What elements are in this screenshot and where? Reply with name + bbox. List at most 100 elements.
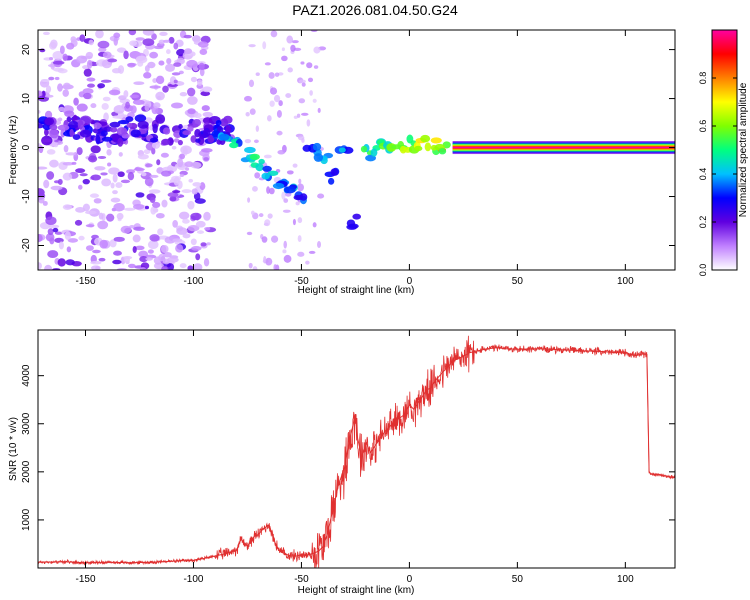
spectrogram-sparse-blob bbox=[264, 62, 271, 66]
spectrogram-noise-blob bbox=[143, 71, 152, 79]
spectrogram-noise-blob bbox=[149, 174, 159, 178]
spectrogram-noise-blob bbox=[187, 265, 194, 270]
spectrogram-noise-blob bbox=[49, 237, 55, 245]
spectrogram-noise-blob bbox=[133, 167, 145, 171]
spectrogram-noise-blob bbox=[110, 197, 121, 203]
spectrogram-noise-blob bbox=[101, 103, 109, 110]
spectrogram-noise-blob bbox=[113, 203, 125, 212]
spectrogram-trace-blob bbox=[338, 147, 346, 153]
spectrogram-noise-blob bbox=[116, 267, 128, 270]
spectrogram-noise-blob bbox=[144, 103, 150, 112]
spectrogram-noise-blob bbox=[151, 33, 157, 41]
spectrogram-noise-blob bbox=[145, 163, 153, 168]
spectrogram-band-blob bbox=[109, 121, 121, 128]
spectrogram-noise-blob bbox=[156, 159, 161, 166]
spectrogram-band-blob bbox=[44, 128, 49, 136]
spectrogram-band-blob bbox=[187, 126, 194, 132]
spectrogram-band-blob bbox=[69, 129, 74, 137]
spectrogram-band-blob bbox=[49, 124, 58, 131]
snr-y-label: SNR (10 * v/v) bbox=[8, 417, 19, 481]
colorbar-tick-label: 0.0 bbox=[698, 264, 708, 277]
spectrogram-noise-blob bbox=[147, 240, 159, 250]
spectrogram-band-blob bbox=[190, 135, 197, 143]
spectrogram-noise-blob bbox=[97, 83, 106, 89]
snr-frame bbox=[37, 329, 676, 569]
spectrogram-noise-blob bbox=[109, 239, 117, 248]
spectrogram-noise-blob bbox=[187, 96, 198, 105]
spectrogram-sparse-blob bbox=[269, 87, 278, 95]
spectrogram-noise-blob bbox=[132, 246, 137, 253]
spectrogram-sparse-blob bbox=[262, 41, 267, 50]
spectrogram-noise-blob bbox=[94, 166, 106, 171]
spectrogram-sparse-blob bbox=[312, 98, 317, 103]
spectrogram-sparse-blob bbox=[266, 115, 272, 122]
spectrogram-band-blob bbox=[137, 120, 149, 129]
snr-y-ticks: 1000 2000 3000 4000 bbox=[21, 364, 675, 531]
spectrogram-noise-blob bbox=[113, 32, 121, 39]
spectrogram-band-blob bbox=[66, 116, 72, 123]
spectrogram-noise-blob bbox=[113, 36, 119, 46]
spectrogram-sparse-blob bbox=[300, 61, 305, 65]
spectrogram-noise-blob bbox=[184, 48, 193, 55]
spectrogram-noise-blob bbox=[164, 236, 176, 244]
spectrogram-noise-blob bbox=[85, 224, 95, 228]
spectrogram-noise-blob bbox=[127, 171, 135, 181]
spectrogram-noise-blob bbox=[161, 199, 168, 208]
spectrogram-noise-blob bbox=[162, 251, 172, 258]
spectrogram-noise-blob bbox=[100, 79, 112, 83]
spectrogram-sparse-blob bbox=[313, 65, 319, 69]
snr-x-tick-label: 100 bbox=[617, 574, 634, 585]
spectrogram-band-blob bbox=[155, 114, 166, 124]
spectrogram-noise-blob bbox=[113, 236, 125, 242]
spectrogram-sparse-blob bbox=[249, 108, 256, 115]
spectrogram-sparse-blob bbox=[247, 197, 251, 203]
spectrogram-noise-blob bbox=[40, 78, 50, 83]
spectrogram-sparse-blob bbox=[244, 95, 253, 102]
spectrogram-main-line-layer bbox=[452, 147, 675, 149]
spectrogram-noise-blob bbox=[141, 172, 147, 177]
spectrogram-noise-blob bbox=[132, 234, 141, 243]
spectrogram-noise-blob bbox=[86, 59, 93, 69]
spectrogram-noise-blob bbox=[193, 263, 203, 270]
spectrogram-noise-blob bbox=[101, 178, 112, 187]
spectrogram-trace-blob bbox=[255, 163, 264, 172]
spectrogram-sparse-blob bbox=[263, 154, 272, 159]
spectrogram-sparse-blob bbox=[306, 119, 311, 127]
spectrogram-sparse-blob bbox=[286, 170, 294, 175]
spectrogram-noise-blob bbox=[190, 212, 202, 221]
spectrogram-noise-blob bbox=[159, 31, 168, 36]
spectrogram-noise-blob bbox=[133, 226, 145, 231]
spectrogram-noise-blob bbox=[115, 182, 123, 189]
spectrogram-noise-blob bbox=[75, 206, 86, 213]
spectrogram-band-blob bbox=[101, 136, 113, 142]
spectrogram-band-blob bbox=[77, 119, 84, 130]
spectrogram-noise-blob bbox=[120, 179, 131, 184]
spectrogram-noise-blob bbox=[59, 45, 65, 55]
spectrogram-band-blob bbox=[93, 122, 102, 130]
spectrogram-band-blob bbox=[161, 138, 170, 146]
spectrogram-band-blob bbox=[178, 123, 183, 129]
spectrogram-noise-blob bbox=[44, 264, 53, 270]
spectrogram-band-blob bbox=[109, 127, 118, 133]
spectrogram-noise-blob bbox=[42, 200, 48, 206]
spectrogram-band-blob bbox=[41, 138, 52, 143]
spectrogram-noise-blob bbox=[137, 153, 149, 160]
spectrogram-noise-blob bbox=[83, 68, 92, 77]
spectrogram-noise-blob bbox=[97, 220, 109, 230]
spectrogram-noise-blob bbox=[171, 72, 181, 76]
spectrogram-trace-blob bbox=[244, 146, 256, 154]
spectrogram-noise-blob bbox=[52, 227, 59, 233]
spectrogram-trace-blob bbox=[293, 194, 304, 201]
spectrogram-noise-blob bbox=[178, 211, 190, 220]
spectrogram-noise-blob bbox=[199, 48, 208, 56]
spectrogram-noise-blob bbox=[142, 38, 155, 47]
spectrogram-band-blob bbox=[215, 119, 222, 126]
spectrogram-sparse-blob bbox=[276, 109, 282, 118]
spectrogram-band-blob bbox=[203, 127, 211, 138]
spectrogram-noise-blob bbox=[125, 101, 130, 109]
spectrogram-band-blob bbox=[38, 124, 45, 129]
spectrogram-noise-blob bbox=[97, 155, 107, 159]
spectrogram-trace-blob bbox=[261, 172, 270, 180]
spectrogram-noise-blob bbox=[88, 39, 94, 46]
